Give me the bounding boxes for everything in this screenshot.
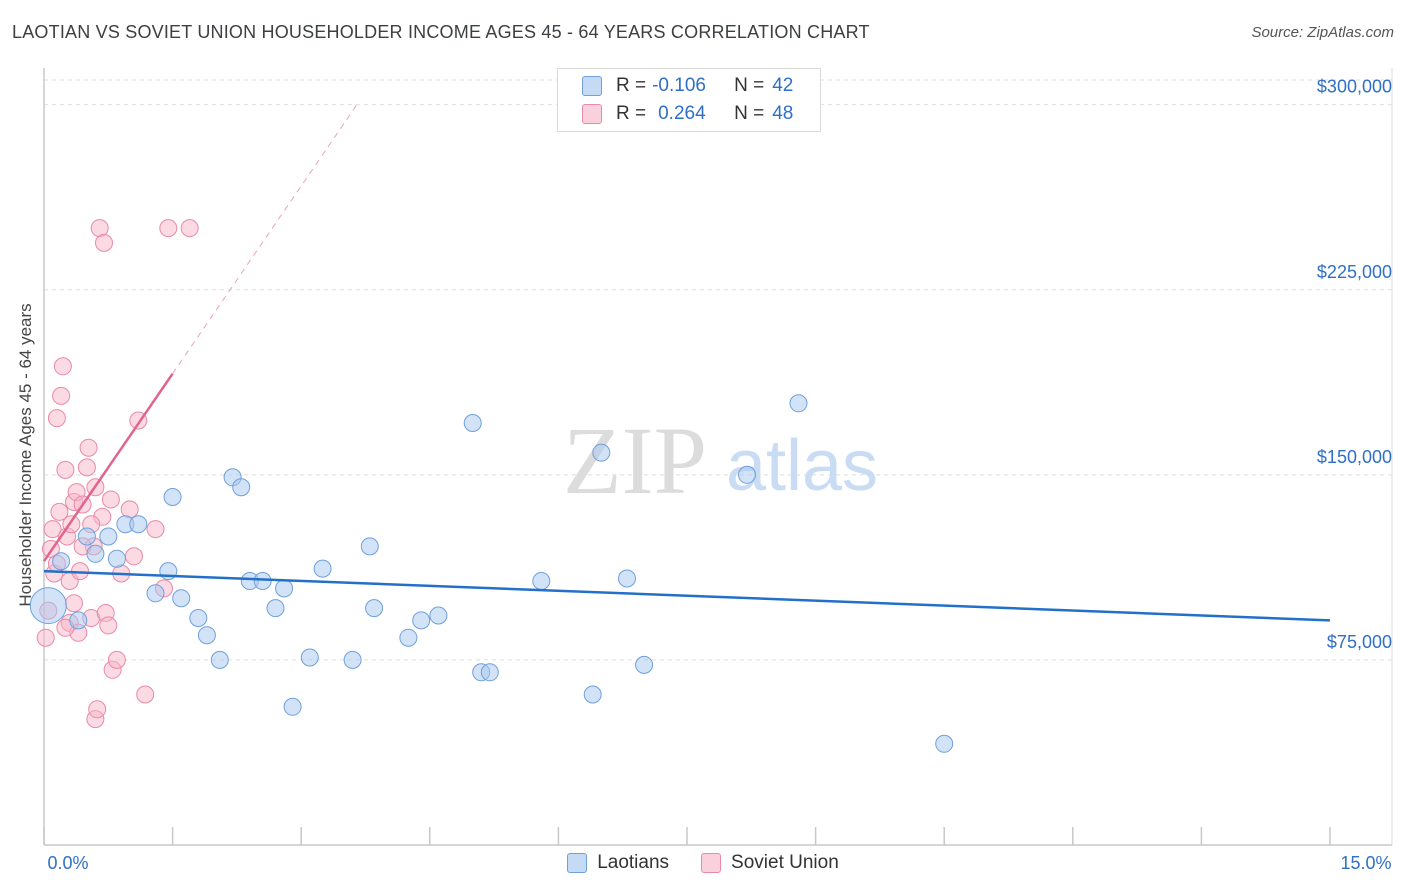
chart-title: LAOTIAN VS SOVIET UNION HOUSEHOLDER INCO… [12, 22, 870, 42]
soviet-union-point [53, 357, 72, 376]
laotian-point [232, 478, 251, 497]
source-note: Source: ZipAtlas.com [1251, 24, 1394, 41]
watermark-atlas: atlas [726, 426, 878, 506]
laotian-point [210, 650, 229, 669]
legend-n-value: 48 [772, 103, 794, 124]
y-tick-labels: $75,000 $150,000 $225,000 $300,000 [1317, 77, 1392, 652]
laotian-point [738, 465, 756, 484]
legend-item-laotians: Laotians [567, 852, 669, 874]
laotian-point [197, 626, 216, 645]
soviet-union-point [65, 594, 83, 613]
laotian-trend-line [43, 569, 1331, 622]
laotian-point [365, 599, 384, 618]
laotian-point [412, 611, 431, 630]
y-tick-label: $225,000 [1317, 262, 1392, 282]
soviet-union-point [95, 233, 113, 252]
laotian-point [635, 655, 654, 674]
laotian-point [463, 414, 482, 432]
laotian-point [343, 650, 362, 669]
laotians-label: Laotians [597, 852, 670, 873]
soviet-trend-extension [172, 104, 358, 374]
y-tick-label: $300,000 [1317, 77, 1392, 97]
laotian-point [275, 579, 294, 598]
laotian-point [360, 537, 379, 556]
soviet-union-point [136, 685, 155, 704]
laotian-point [583, 685, 602, 704]
soviet-union-point [101, 490, 120, 509]
legend-n-label: N = [734, 75, 765, 96]
soviet-union-point [77, 458, 96, 477]
soviet-union-point [159, 219, 178, 238]
soviet-label: Soviet Union [731, 852, 839, 873]
legend-swatch-pink [582, 104, 602, 124]
soviet-union-point [50, 502, 69, 521]
soviet-union-point [88, 700, 107, 719]
legend-r-label: R = [616, 75, 647, 96]
laotian-point [86, 544, 105, 563]
y-tick-label: $75,000 [1327, 632, 1392, 652]
laotian-point [618, 569, 636, 588]
laotian-point [592, 443, 611, 462]
laotian-point [69, 611, 88, 630]
soviet-union-point [120, 500, 139, 519]
laotian-point [29, 587, 67, 625]
x-tick-label-min: 0.0% [47, 853, 88, 873]
laotian-point [429, 606, 448, 625]
y-tick-label: $150,000 [1317, 447, 1392, 467]
laotian-point [266, 599, 285, 618]
laotian-point [789, 394, 808, 413]
axes [43, 68, 1393, 846]
soviet-union-point [107, 650, 126, 669]
laotian-point [480, 663, 499, 682]
laotian-point [253, 572, 272, 590]
laotian-point [77, 527, 96, 546]
laotian-point [163, 488, 182, 506]
soviet-union-point [180, 219, 199, 238]
soviet-union-point [146, 520, 165, 539]
laotian-point [300, 648, 319, 667]
soviet-swatch [701, 853, 722, 873]
soviet-union-point [90, 219, 109, 238]
legend-r-value: -0.106 [652, 75, 706, 96]
series-legend: Laotians Soviet Union [0, 852, 1406, 874]
legend-r-value: 0.264 [658, 103, 706, 124]
soviet-union-point [79, 438, 98, 457]
laotian-point [283, 697, 302, 716]
soviet-trend-line [42, 372, 174, 562]
soviet-union-point [47, 409, 66, 428]
legend-row-laotians: R = -0.106 N = 42 [582, 74, 793, 98]
trend-lines [42, 104, 1331, 622]
legend-r-label: R = [616, 103, 647, 124]
legend-item-soviet: Soviet Union [701, 852, 839, 874]
laotian-point [532, 572, 551, 590]
legend-row-soviet: R = 0.264 N = 48 [582, 102, 793, 126]
legend-n-label: N = [734, 103, 765, 124]
soviet-union-point [36, 628, 55, 647]
soviet-union-points [36, 219, 199, 729]
laotian-point [172, 589, 191, 608]
legend-swatch-blue [582, 76, 602, 96]
stats-legend: R = -0.106 N = 42 R = 0.264 N = 48 [557, 68, 821, 132]
soviet-union-point [56, 460, 75, 479]
laotian-point [107, 549, 126, 568]
laotian-point [146, 584, 165, 603]
laotian-point [399, 628, 418, 647]
laotian-point [52, 552, 71, 571]
watermark: ZIP atlas [563, 407, 878, 514]
watermark-zip: ZIP [563, 407, 707, 514]
laotian-point [99, 527, 118, 546]
laotian-point [129, 515, 148, 534]
legend-n-value: 42 [772, 75, 794, 96]
laotian-point [935, 734, 954, 753]
soviet-union-point [43, 520, 62, 539]
soviet-union-point [125, 547, 143, 566]
x-tick-label-max: 15.0% [1340, 853, 1391, 873]
laotian-point [313, 559, 332, 578]
soviet-union-point [52, 386, 71, 405]
laotians-swatch [567, 853, 588, 873]
x-tick-labels: 0.0% 15.0% [47, 853, 1391, 873]
laotian-point [189, 609, 208, 627]
soviet-union-point [99, 616, 118, 635]
